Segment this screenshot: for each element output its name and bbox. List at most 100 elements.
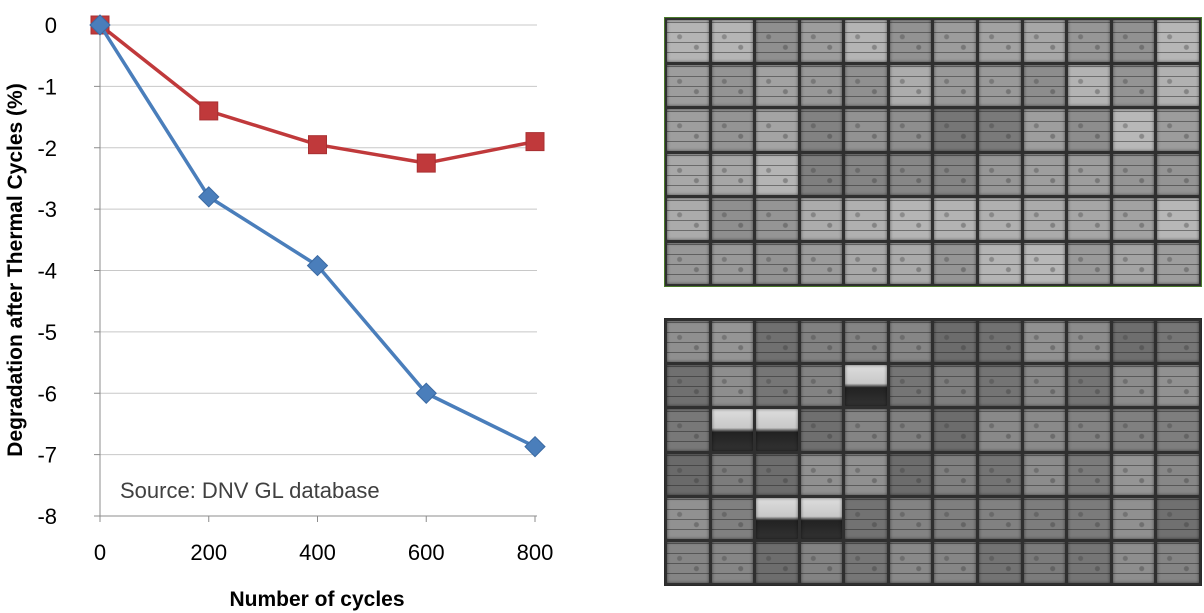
data-point-square [525, 132, 545, 152]
solar-cell [667, 198, 709, 240]
data-point-diamond [415, 382, 437, 404]
solar-cell [845, 109, 887, 151]
solar-cell [800, 453, 843, 495]
solar-cell [667, 153, 709, 195]
solar-cell [1023, 321, 1066, 363]
solar-cell [667, 453, 709, 495]
solar-cell [889, 497, 932, 539]
solar-cell [845, 409, 887, 451]
y-tick-label: 0 [45, 13, 57, 38]
solar-cell [756, 365, 798, 407]
data-point-diamond [306, 254, 329, 277]
el-image-bottom [664, 318, 1202, 586]
solar-cell [1112, 365, 1155, 407]
el-cell-grid [667, 321, 1199, 583]
solar-cell [756, 453, 798, 495]
solar-cell [979, 365, 1021, 407]
solar-cell [1068, 20, 1110, 62]
solar-cell [1068, 541, 1110, 583]
solar-cell [845, 321, 887, 363]
solar-cell [667, 321, 709, 363]
solar-cell [1068, 242, 1110, 284]
solar-cell [1068, 198, 1110, 240]
solar-cell [1068, 409, 1110, 451]
data-point-square [199, 101, 219, 121]
solar-cell [889, 242, 932, 284]
solar-cell [1157, 497, 1199, 539]
solar-cell [1112, 64, 1155, 106]
solar-cell [1068, 453, 1110, 495]
solar-cell [934, 497, 977, 539]
solar-cell [800, 365, 843, 407]
solar-cell [1112, 453, 1155, 495]
solar-cell [1068, 321, 1110, 363]
x-tick-label: 400 [299, 540, 336, 565]
solar-cell [711, 109, 754, 151]
solar-cell [979, 409, 1021, 451]
axes [94, 24, 537, 522]
el-image-top [664, 17, 1202, 287]
solar-cell [889, 453, 932, 495]
solar-cell [934, 365, 977, 407]
solar-cell [1112, 109, 1155, 151]
data-point-square [416, 153, 436, 173]
solar-cell [667, 109, 709, 151]
solar-cell [800, 321, 843, 363]
solar-cell [1068, 365, 1110, 407]
solar-cell [1023, 409, 1066, 451]
solar-cell [1023, 541, 1066, 583]
solar-cell [1157, 153, 1199, 195]
solar-cell [1068, 497, 1110, 539]
solar-cell [711, 541, 754, 583]
y-tick-label: -4 [37, 259, 57, 284]
solar-cell [1023, 453, 1066, 495]
solar-cell [800, 497, 843, 539]
solar-cell [756, 198, 798, 240]
solar-cell [800, 109, 843, 151]
solar-cell [1023, 198, 1066, 240]
solar-cell [979, 20, 1021, 62]
y-tick-label: -1 [37, 74, 57, 99]
y-tick-label: -5 [37, 320, 57, 345]
solar-cell [1023, 242, 1066, 284]
solar-cell [889, 365, 932, 407]
solar-cell [711, 20, 754, 62]
solar-cell [1157, 64, 1199, 106]
solar-cell [800, 409, 843, 451]
solar-cell [1112, 198, 1155, 240]
series-line [98, 24, 536, 449]
solar-cell [1068, 64, 1110, 106]
data-point-diamond [198, 186, 220, 208]
solar-cell [845, 242, 887, 284]
solar-cell [979, 541, 1021, 583]
data-point-square [308, 135, 327, 155]
solar-cell [711, 497, 754, 539]
solar-cell [979, 198, 1021, 240]
solar-cell [979, 321, 1021, 363]
solar-cell [845, 198, 887, 240]
solar-cell [756, 409, 798, 451]
solar-cell [800, 64, 843, 106]
solar-cell [756, 20, 798, 62]
data-point-diamond [89, 14, 111, 36]
solar-cell [845, 153, 887, 195]
x-tick-label: 200 [190, 540, 227, 565]
solar-cell [1157, 453, 1199, 495]
solar-cell [711, 64, 754, 106]
x-tick-labels: 0 200 400 600 800 [94, 540, 553, 565]
series [89, 14, 546, 458]
solar-cell [979, 64, 1021, 106]
y-tick-label: -8 [37, 504, 57, 529]
solar-cell [1112, 242, 1155, 284]
solar-cell [1157, 409, 1199, 451]
series-2 [89, 14, 546, 458]
solar-cell [889, 198, 932, 240]
solar-cell [800, 541, 843, 583]
solar-cell [756, 321, 798, 363]
solar-cell [845, 541, 887, 583]
solar-cell [800, 198, 843, 240]
series-1 [90, 15, 545, 173]
el-cell-grid [667, 20, 1199, 284]
solar-cell [979, 109, 1021, 151]
